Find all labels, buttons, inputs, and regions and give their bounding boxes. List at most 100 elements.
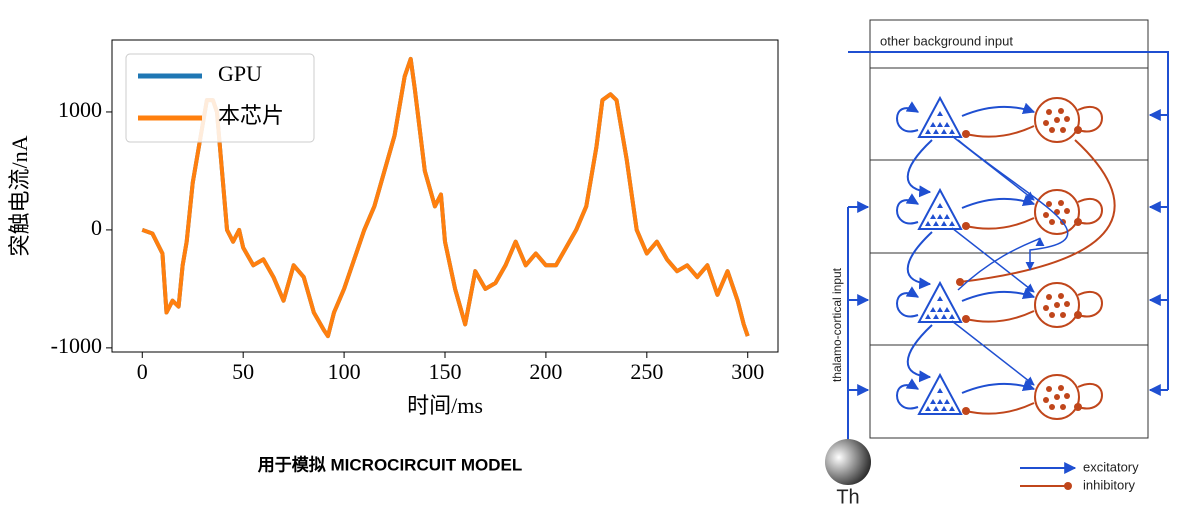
x-tick-label: 100 <box>328 359 361 384</box>
inh <box>962 125 1035 138</box>
populations <box>896 95 1116 420</box>
y-tick-label: 1000 <box>58 97 102 122</box>
cell <box>925 129 931 134</box>
x-tick-label: 250 <box>630 359 663 384</box>
pyramidal <box>917 187 963 230</box>
caption: 用于模拟 MICROCIRCUIT MODEL <box>258 454 522 474</box>
exc <box>957 237 1045 291</box>
cell <box>944 399 950 404</box>
x-tick-label: 300 <box>731 359 764 384</box>
cell <box>1049 219 1055 225</box>
cell <box>1064 301 1070 307</box>
cell <box>941 129 947 134</box>
legend-label: GPU <box>218 61 262 86</box>
cell <box>1064 393 1070 399</box>
inh <box>962 217 1035 230</box>
background-input <box>847 51 1169 440</box>
x-tick-label: 200 <box>529 359 562 384</box>
cell <box>925 406 931 411</box>
cell <box>930 122 936 127</box>
cell <box>1043 120 1049 126</box>
cell <box>925 221 931 226</box>
cell <box>930 214 936 219</box>
cell <box>933 314 939 319</box>
cell <box>1046 109 1052 115</box>
cell <box>1046 201 1052 207</box>
cell <box>949 314 955 319</box>
exc <box>951 227 1035 293</box>
cell <box>949 129 955 134</box>
cell <box>1064 116 1070 122</box>
self-loop <box>896 378 920 410</box>
exc <box>961 379 1036 394</box>
cell <box>1058 385 1064 391</box>
thalamus <box>825 439 871 485</box>
cell <box>937 296 943 301</box>
x-tick-label: 50 <box>232 359 254 384</box>
x-tick-label: 150 <box>429 359 462 384</box>
chart: 时间/ms 突触电流/nA 用于模拟 MICROCIRCUIT MODEL 0 5… <box>7 39 779 474</box>
exc <box>961 194 1036 209</box>
cell <box>930 307 936 312</box>
frame <box>869 19 1149 439</box>
exc <box>906 231 933 290</box>
exc <box>951 320 1035 386</box>
cell <box>1058 293 1064 299</box>
cell <box>1064 208 1070 214</box>
exc <box>961 287 1036 302</box>
top-label: other background input <box>880 33 1013 48</box>
cell <box>1046 294 1052 300</box>
cell <box>1060 127 1066 133</box>
cell <box>941 314 947 319</box>
cell <box>933 129 939 134</box>
cell <box>1058 108 1064 114</box>
cell <box>937 111 943 116</box>
cell <box>937 307 943 312</box>
self-loop <box>896 286 920 318</box>
self-loop <box>1074 106 1103 134</box>
self-loop <box>1074 291 1103 319</box>
cell <box>1060 404 1066 410</box>
self-loop <box>896 101 920 133</box>
cell <box>1054 394 1060 400</box>
cell <box>949 406 955 411</box>
pyramidal <box>917 372 963 415</box>
cell <box>1043 305 1049 311</box>
cell <box>949 221 955 226</box>
x-tick-label: 0 <box>137 359 148 384</box>
exc <box>957 139 1069 271</box>
cell <box>1054 302 1060 308</box>
inh <box>962 402 1035 415</box>
cell <box>1049 312 1055 318</box>
cell <box>1049 404 1055 410</box>
cell <box>1046 386 1052 392</box>
self-loop <box>896 193 920 225</box>
legend-label: 本芯片 <box>218 103 284 128</box>
cell <box>941 406 947 411</box>
cell <box>925 314 931 319</box>
cell <box>937 214 943 219</box>
cell <box>1049 127 1055 133</box>
pyramidal <box>917 95 963 138</box>
exc <box>906 139 933 198</box>
cell <box>937 399 943 404</box>
y-tick-label: -1000 <box>51 333 102 358</box>
legend-text: excitatory <box>1083 459 1139 474</box>
cell <box>937 388 943 393</box>
self-loop <box>1074 383 1103 411</box>
cell <box>937 203 943 208</box>
inh <box>962 310 1035 323</box>
cell <box>1043 397 1049 403</box>
cell <box>1060 312 1066 318</box>
cell <box>1058 200 1064 206</box>
cell <box>933 406 939 411</box>
y-axis-label: 突触电流/nA <box>7 135 32 256</box>
cell <box>941 221 947 226</box>
pyramidal <box>917 280 963 323</box>
source-label: Th <box>836 486 859 508</box>
y-tick-label: 0 <box>91 215 102 240</box>
x-axis-label: 时间/ms <box>407 393 483 418</box>
cell <box>1043 212 1049 218</box>
cell <box>930 399 936 404</box>
legend-text: inhibitory <box>1083 477 1136 492</box>
